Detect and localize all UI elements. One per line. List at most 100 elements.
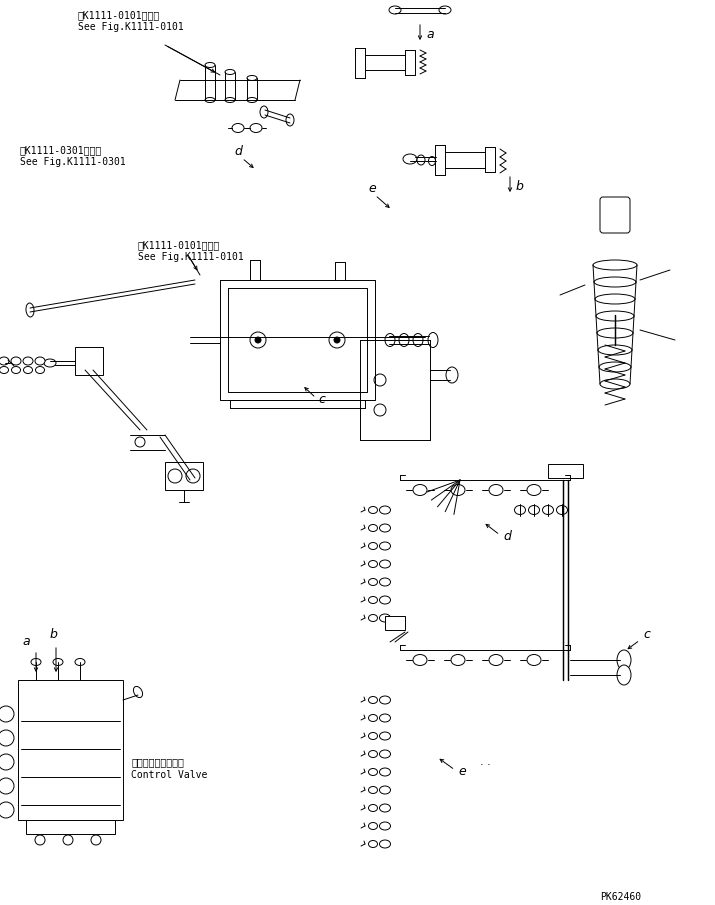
Circle shape xyxy=(329,332,345,348)
Ellipse shape xyxy=(380,732,390,740)
Ellipse shape xyxy=(247,98,257,102)
Ellipse shape xyxy=(31,659,41,665)
Ellipse shape xyxy=(11,357,21,365)
FancyBboxPatch shape xyxy=(600,197,630,233)
Text: 第K1111-0101図参照: 第K1111-0101図参照 xyxy=(138,240,220,250)
Ellipse shape xyxy=(23,357,33,365)
Ellipse shape xyxy=(380,768,390,776)
Ellipse shape xyxy=(428,332,438,348)
Ellipse shape xyxy=(489,484,503,496)
Ellipse shape xyxy=(134,686,142,698)
Ellipse shape xyxy=(380,506,390,514)
Ellipse shape xyxy=(368,525,378,531)
Ellipse shape xyxy=(380,804,390,812)
Circle shape xyxy=(91,835,101,845)
Ellipse shape xyxy=(11,367,21,374)
Ellipse shape xyxy=(380,786,390,794)
Text: コントロールバルブ: コントロールバルブ xyxy=(131,757,184,767)
Ellipse shape xyxy=(389,6,401,14)
Ellipse shape xyxy=(600,379,630,389)
Ellipse shape xyxy=(380,596,390,604)
Circle shape xyxy=(0,730,14,746)
Ellipse shape xyxy=(594,277,636,287)
Ellipse shape xyxy=(368,768,378,776)
Ellipse shape xyxy=(225,70,235,74)
Circle shape xyxy=(0,706,14,722)
Ellipse shape xyxy=(0,367,9,374)
Text: d: d xyxy=(234,145,242,158)
Text: 第K1111-0101図参照: 第K1111-0101図参照 xyxy=(78,10,160,20)
Text: See Fig.K1111-0301: See Fig.K1111-0301 xyxy=(20,157,126,167)
Ellipse shape xyxy=(368,786,378,794)
Text: See Fig.K1111-0101: See Fig.K1111-0101 xyxy=(78,22,184,32)
Bar xyxy=(548,464,583,478)
Ellipse shape xyxy=(527,654,541,665)
Bar xyxy=(18,680,123,820)
Ellipse shape xyxy=(380,614,390,622)
Bar xyxy=(75,347,103,375)
Ellipse shape xyxy=(260,106,268,118)
Ellipse shape xyxy=(368,732,378,739)
Ellipse shape xyxy=(446,367,458,383)
Text: e: e xyxy=(458,765,465,778)
Ellipse shape xyxy=(439,6,451,14)
Ellipse shape xyxy=(368,715,378,721)
Ellipse shape xyxy=(380,524,390,532)
Ellipse shape xyxy=(36,367,44,374)
Circle shape xyxy=(374,374,386,386)
Text: a: a xyxy=(426,28,433,41)
Ellipse shape xyxy=(225,98,235,102)
Ellipse shape xyxy=(368,805,378,812)
Ellipse shape xyxy=(413,334,423,347)
Ellipse shape xyxy=(428,157,435,166)
Ellipse shape xyxy=(380,714,390,722)
Ellipse shape xyxy=(413,484,427,496)
Ellipse shape xyxy=(417,155,425,165)
Ellipse shape xyxy=(75,659,85,665)
Circle shape xyxy=(0,802,14,818)
Bar xyxy=(165,462,203,490)
Ellipse shape xyxy=(527,484,541,496)
Ellipse shape xyxy=(368,750,378,757)
Text: Control Valve: Control Valve xyxy=(131,770,207,780)
Ellipse shape xyxy=(368,507,378,513)
Text: b: b xyxy=(516,180,524,193)
Ellipse shape xyxy=(380,822,390,830)
Ellipse shape xyxy=(403,154,417,164)
Ellipse shape xyxy=(380,750,390,758)
Text: See Fig.K1111-0101: See Fig.K1111-0101 xyxy=(138,252,244,262)
Ellipse shape xyxy=(368,542,378,549)
Ellipse shape xyxy=(247,75,257,81)
Ellipse shape xyxy=(368,578,378,586)
Ellipse shape xyxy=(368,697,378,703)
Ellipse shape xyxy=(593,260,637,270)
Ellipse shape xyxy=(24,367,32,374)
Ellipse shape xyxy=(368,596,378,604)
Ellipse shape xyxy=(368,614,378,622)
Ellipse shape xyxy=(380,578,390,586)
Circle shape xyxy=(334,337,340,343)
Ellipse shape xyxy=(385,334,395,347)
Ellipse shape xyxy=(205,98,215,102)
Ellipse shape xyxy=(380,840,390,848)
Ellipse shape xyxy=(286,114,294,126)
Ellipse shape xyxy=(250,123,262,132)
Text: · ·: · · xyxy=(480,760,490,770)
Ellipse shape xyxy=(451,654,465,665)
Ellipse shape xyxy=(368,560,378,567)
Circle shape xyxy=(186,469,200,483)
Circle shape xyxy=(135,437,145,447)
Ellipse shape xyxy=(399,334,409,347)
Ellipse shape xyxy=(598,345,632,355)
Ellipse shape xyxy=(205,62,215,68)
Circle shape xyxy=(250,332,266,348)
Ellipse shape xyxy=(26,303,34,317)
Ellipse shape xyxy=(451,484,465,496)
Ellipse shape xyxy=(44,359,56,367)
Text: 第K1111-0301図参照: 第K1111-0301図参照 xyxy=(20,145,102,155)
Circle shape xyxy=(168,469,182,483)
Ellipse shape xyxy=(515,506,526,515)
Ellipse shape xyxy=(528,506,540,515)
Circle shape xyxy=(35,835,45,845)
Ellipse shape xyxy=(617,650,631,670)
